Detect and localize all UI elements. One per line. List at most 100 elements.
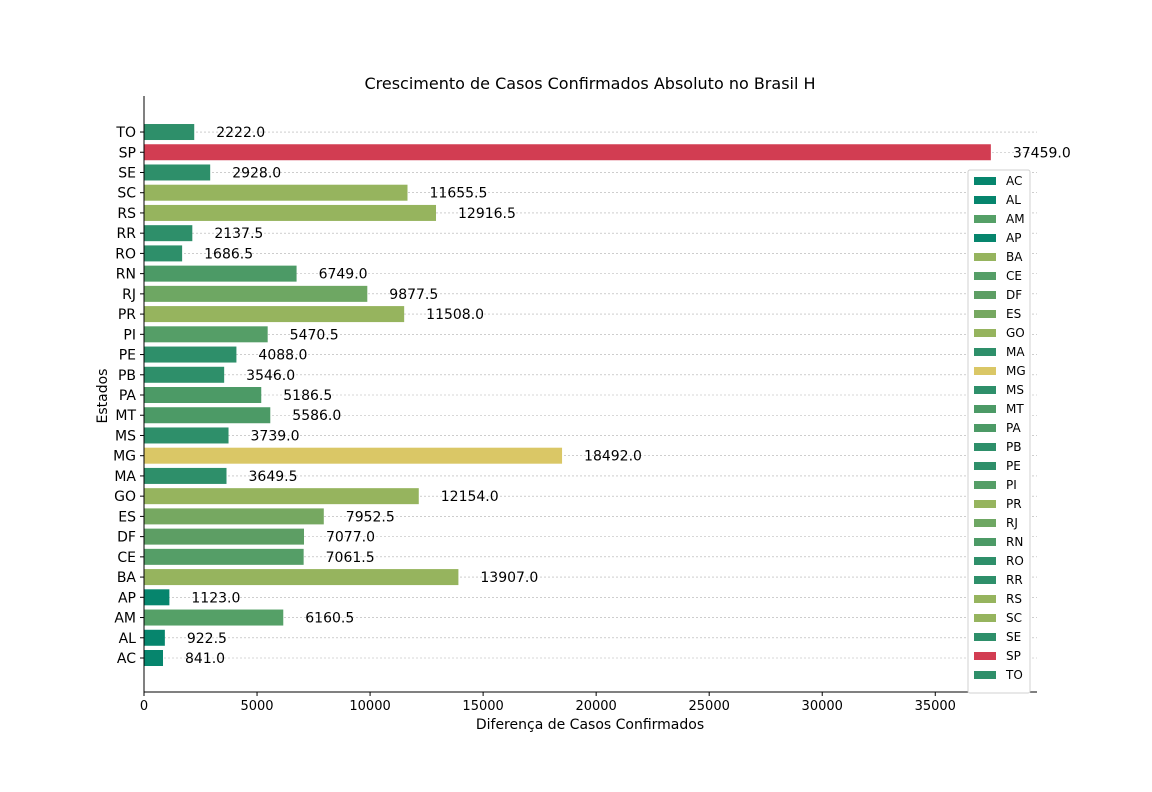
legend-swatch — [974, 671, 996, 679]
x-tick-label: 10000 — [349, 699, 390, 714]
value-label: 12916.5 — [458, 206, 516, 222]
legend-label: ES — [1006, 307, 1021, 321]
y-tick-label: SE — [118, 165, 136, 181]
value-label: 1123.0 — [191, 590, 240, 606]
value-label: 2928.0 — [232, 165, 281, 181]
legend-swatch — [974, 614, 996, 622]
bar-DF — [144, 528, 304, 545]
x-tick-label: 30000 — [802, 699, 843, 714]
legend-label: RS — [1006, 592, 1022, 606]
bar-PR — [144, 306, 405, 323]
value-label: 841.0 — [185, 651, 225, 667]
y-tick-label: BA — [117, 570, 137, 586]
legend-swatch — [974, 367, 996, 375]
bar-BA — [144, 569, 459, 586]
value-label: 6749.0 — [319, 267, 368, 283]
legend-swatch — [974, 386, 996, 394]
bar-MS — [144, 427, 229, 444]
x-tick-label: 35000 — [915, 699, 956, 714]
legend: AC AL AM AP BA CE DF ES GO MA MG MS MT PA PB PE PI PR RJ RN… — [967, 169, 1031, 694]
x-tick-label: 20000 — [575, 699, 616, 714]
legend-label: CE — [1006, 269, 1022, 283]
legend-label: TO — [1005, 668, 1023, 682]
legend-swatch — [974, 557, 996, 565]
bar-SC — [144, 184, 408, 201]
legend-label: PR — [1006, 497, 1022, 511]
axes: AC AL AM AP BA CE DF ES GO MA MG MS MT PA PB PE PI PR RJ RN… — [113, 96, 1037, 714]
legend-swatch — [974, 481, 996, 489]
bar-PA — [144, 387, 262, 404]
value-label: 2137.5 — [214, 226, 263, 242]
legend-label: SE — [1006, 630, 1021, 644]
y-tick-label: PB — [118, 368, 136, 384]
y-tick-label: PA — [119, 388, 137, 404]
value-label: 11508.0 — [426, 307, 484, 323]
bar-SE — [144, 164, 211, 181]
legend-label: RJ — [1006, 516, 1018, 530]
bar-TO — [144, 124, 195, 141]
legend-swatch — [974, 652, 996, 660]
y-tick-label: ES — [118, 509, 136, 525]
x-tick-label: 0 — [140, 699, 148, 714]
legend-label: BA — [1006, 250, 1023, 264]
y-tick-label: MT — [115, 408, 136, 424]
y-axis-label: Estados — [95, 369, 111, 424]
legend-label: MG — [1006, 364, 1026, 378]
value-label: 7061.5 — [326, 550, 375, 566]
x-tick-label: 25000 — [689, 699, 730, 714]
y-tick-label: AP — [118, 590, 136, 606]
y-tick-label: RO — [115, 246, 136, 262]
legend-label: SP — [1006, 649, 1021, 663]
y-tick-label: DF — [117, 530, 136, 546]
legend-label: GO — [1006, 326, 1025, 340]
value-label: 4088.0 — [258, 348, 307, 364]
value-label: 6160.5 — [305, 611, 354, 627]
legend-label: AL — [1006, 193, 1021, 207]
y-tick-label: RN — [116, 267, 136, 283]
legend-swatch — [974, 177, 996, 185]
y-tick-label: GO — [114, 489, 136, 505]
bar-RR — [144, 225, 193, 242]
value-label: 1686.5 — [204, 246, 253, 262]
value-label: 3649.5 — [249, 469, 298, 485]
bar-ES — [144, 508, 324, 525]
y-tick-label: RR — [117, 226, 137, 242]
value-label: 2222.0 — [216, 125, 265, 141]
bar-RN — [144, 265, 297, 282]
legend-label: MA — [1006, 345, 1025, 359]
y-tick-label: PI — [123, 327, 136, 343]
x-tick-label: 5000 — [240, 699, 273, 714]
value-label: 18492.0 — [584, 449, 642, 465]
legend-swatch — [974, 196, 996, 204]
y-tick-label: SP — [119, 145, 136, 161]
y-tick-label: RS — [117, 206, 136, 222]
bar-PE — [144, 346, 237, 363]
legend-swatch — [974, 595, 996, 603]
legend-swatch — [974, 500, 996, 508]
bar-GO — [144, 488, 419, 505]
value-label: 5470.5 — [290, 327, 339, 343]
chart-title: Crescimento de Casos Confirmados Absolut… — [364, 74, 815, 93]
y-tick-label: MG — [113, 449, 136, 465]
value-label: 12154.0 — [441, 489, 499, 505]
legend-label: MS — [1006, 383, 1024, 397]
legend-label: DF — [1006, 288, 1022, 302]
bar-MA — [144, 467, 227, 484]
legend-swatch — [974, 538, 996, 546]
legend-swatch — [974, 443, 996, 451]
x-axis-label: Diferença de Casos Confirmados — [476, 717, 704, 733]
bar-RO — [144, 245, 183, 262]
legend-label: AC — [1006, 174, 1022, 188]
legend-label: RN — [1006, 535, 1023, 549]
legend-label: AM — [1006, 212, 1025, 226]
bar-RJ — [144, 285, 368, 302]
y-tick-label: MA — [114, 469, 136, 485]
legend-swatch — [974, 424, 996, 432]
value-label: 922.5 — [187, 631, 227, 647]
value-label: 7077.0 — [326, 530, 375, 546]
legend-swatch — [974, 215, 996, 223]
bar-AM — [144, 609, 284, 626]
legend-swatch — [974, 310, 996, 318]
value-label: 3546.0 — [246, 368, 295, 384]
